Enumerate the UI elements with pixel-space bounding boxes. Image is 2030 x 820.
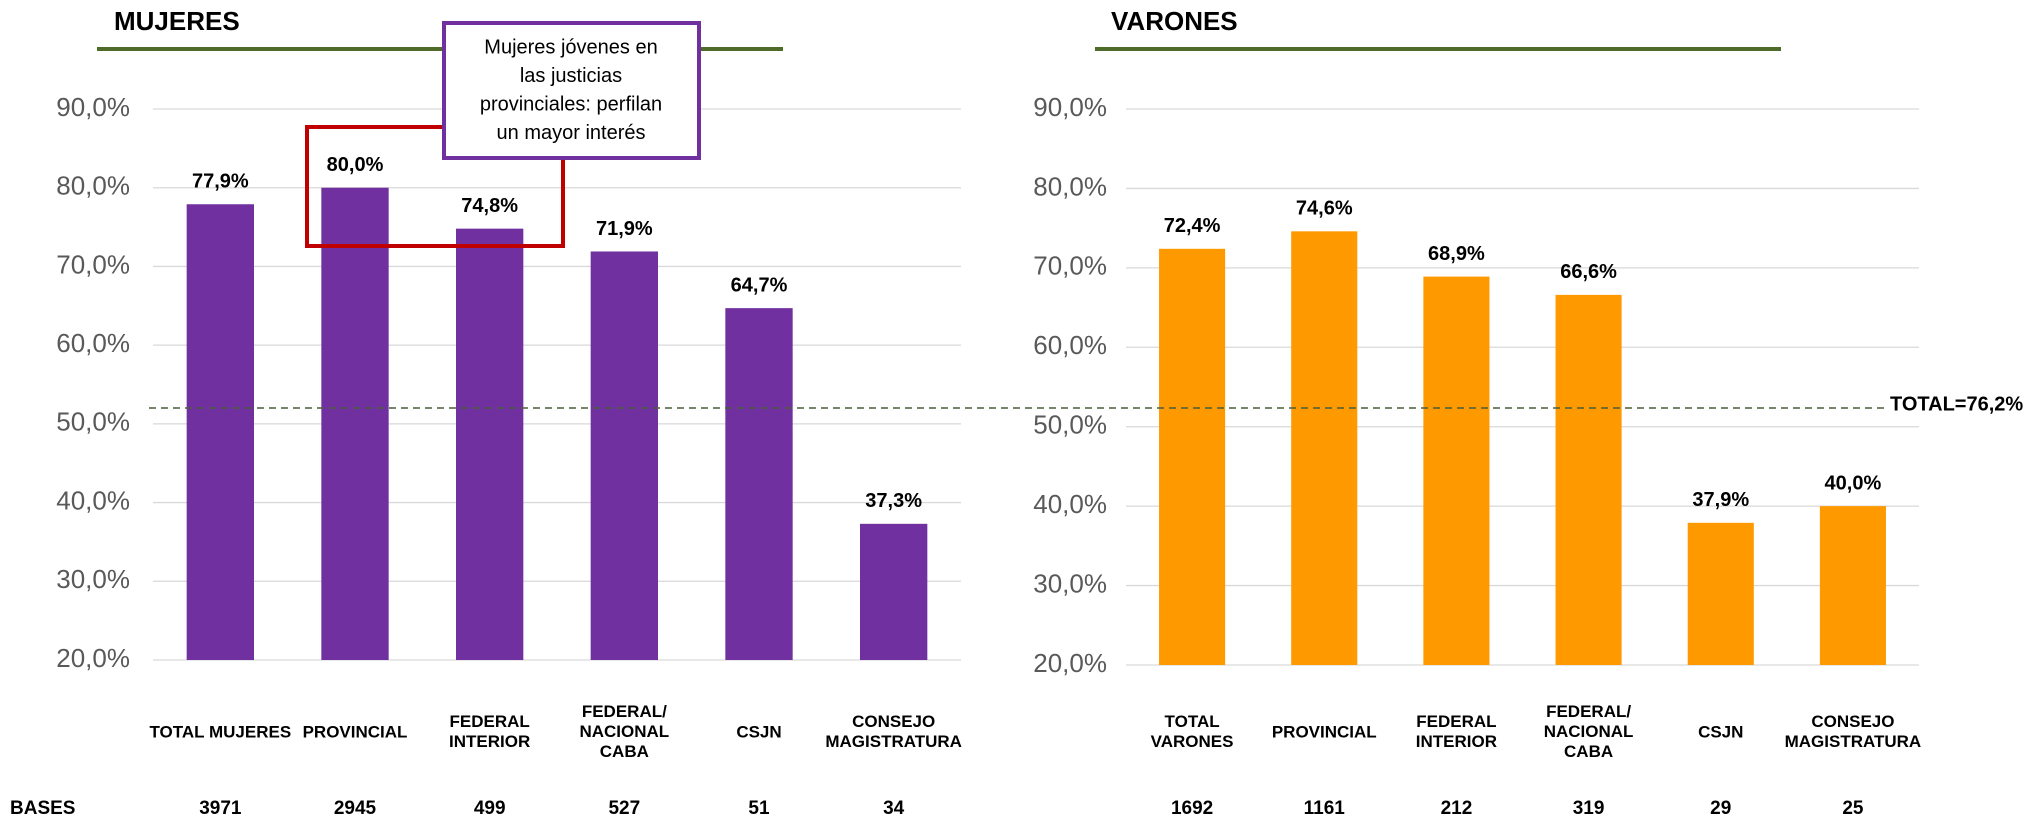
base-value: 29 [1710, 798, 1731, 819]
y-tick-label: 70,0% [1033, 251, 1107, 281]
x-tick-label: TOTAL VARONES [1151, 712, 1234, 751]
x-tick-label: PROVINCIAL [1272, 722, 1377, 741]
y-tick-label: 50,0% [56, 407, 130, 437]
annotation-box [442, 21, 701, 160]
y-tick-label: 70,0% [56, 249, 130, 279]
base-value: 499 [474, 798, 506, 819]
value-label: 77,9% [192, 171, 249, 193]
x-tick-label: FEDERAL INTERIOR [1416, 712, 1497, 751]
y-tick-label: 30,0% [1033, 568, 1107, 598]
bar [321, 187, 389, 660]
chart-title: VARONES [1111, 6, 1238, 36]
value-label: 74,6% [1296, 198, 1353, 220]
bar [1687, 522, 1754, 665]
value-label: 40,0% [1825, 472, 1882, 494]
base-value: 2945 [334, 798, 377, 819]
bar [1819, 506, 1886, 665]
base-value: 25 [1842, 798, 1864, 819]
base-value: 1161 [1304, 798, 1346, 819]
annotation-text: un mayor interés [497, 122, 646, 144]
chart-title: MUJERES [114, 6, 240, 36]
bases-label: BASES [10, 798, 75, 819]
y-tick-label: 80,0% [1033, 171, 1107, 201]
y-tick-label: 40,0% [1033, 489, 1107, 519]
y-tick-label: 60,0% [56, 328, 130, 358]
value-label: 80,0% [327, 154, 384, 176]
annotation-text: Mujeres jóvenes en [484, 36, 657, 58]
y-tick-label: 90,0% [56, 92, 130, 122]
y-tick-label: 50,0% [1033, 410, 1107, 440]
bar [1555, 294, 1622, 665]
value-label: 71,9% [596, 218, 653, 240]
value-label: 64,7% [731, 274, 788, 296]
value-label: 68,9% [1428, 243, 1485, 265]
base-value: 1692 [1171, 798, 1213, 819]
bar [860, 523, 928, 660]
bar [186, 204, 254, 660]
y-tick-label: 20,0% [56, 643, 130, 673]
bar [725, 308, 793, 660]
base-value: 527 [608, 798, 640, 819]
bar [590, 251, 658, 661]
x-tick-label: CSJN [736, 722, 781, 741]
y-tick-label: 60,0% [1033, 330, 1107, 360]
reference-label: TOTAL=76,2% [1890, 393, 2023, 415]
highlight-box [305, 125, 565, 248]
y-tick-label: 90,0% [1033, 92, 1107, 122]
x-tick-label: TOTAL MUJERES [149, 722, 291, 741]
bar [1159, 248, 1226, 665]
y-tick-label: 30,0% [56, 564, 130, 594]
base-value: 51 [748, 798, 770, 819]
base-value: 3971 [199, 798, 242, 819]
bar [1423, 276, 1490, 665]
value-label: 74,8% [461, 195, 518, 217]
x-tick-label: FEDERAL/NACIONAL CABA [1544, 702, 1634, 761]
value-label: 72,4% [1164, 215, 1221, 237]
x-tick-label: FEDERAL INTERIOR [449, 712, 530, 751]
bar [1291, 231, 1358, 665]
value-label: 37,3% [865, 490, 922, 512]
value-label: 66,6% [1560, 261, 1617, 283]
base-value: 34 [883, 798, 905, 819]
annotation-text: las justicias [520, 65, 622, 87]
y-tick-label: 40,0% [56, 485, 130, 515]
base-value: 319 [1573, 798, 1605, 819]
y-tick-label: 80,0% [56, 171, 130, 201]
x-tick-label: CONSEJO MAGISTRATURA [825, 712, 962, 751]
value-label: 37,9% [1692, 489, 1749, 511]
bar [456, 228, 524, 660]
x-tick-label: PROVINCIAL [303, 722, 408, 741]
x-tick-label: FEDERAL/NACIONAL CABA [579, 702, 669, 761]
base-value: 212 [1441, 798, 1473, 819]
annotation-text: provinciales: perfilan [480, 93, 662, 115]
x-tick-label: CONSEJO MAGISTRATURA [1785, 712, 1922, 751]
y-tick-label: 20,0% [1033, 648, 1107, 678]
x-tick-label: CSJN [1698, 722, 1743, 741]
